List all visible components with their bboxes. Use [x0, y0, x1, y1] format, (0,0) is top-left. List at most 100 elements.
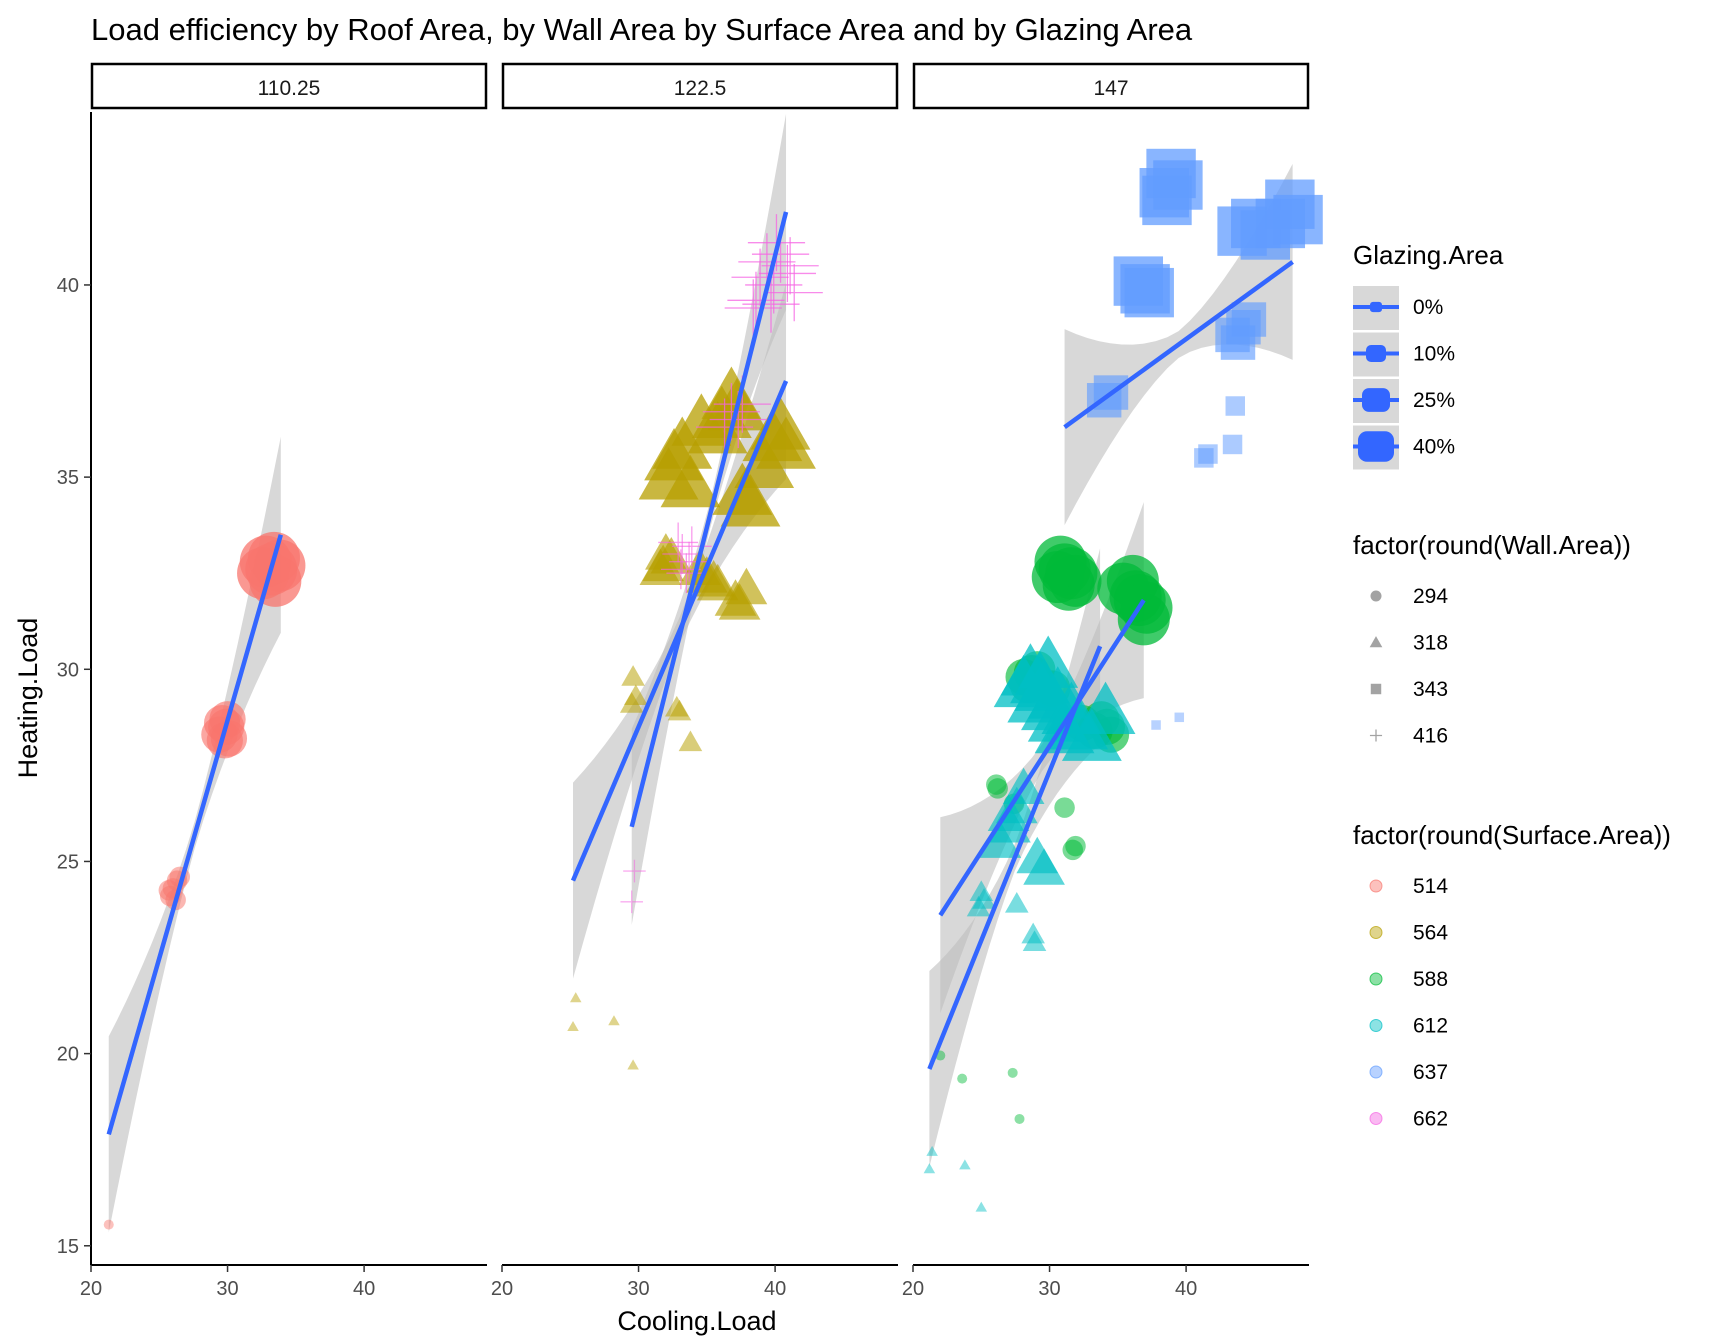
data-point [731, 248, 789, 306]
legend-area: Glazing.Area 0% 10% 25% 40% factor(round(Wall… [1353, 240, 1671, 1131]
data-point [666, 553, 707, 594]
legend-label: 416 [1413, 725, 1448, 748]
legend-color-key [1369, 1112, 1383, 1125]
data-point [724, 279, 782, 337]
data-point [1273, 194, 1323, 245]
data-point [1027, 666, 1088, 719]
legend-label: 10% [1413, 343, 1455, 366]
x-tick-label: 40 [764, 1278, 786, 1300]
data-point [627, 1059, 639, 1070]
legend-title: factor(round(Surface.Area)) [1353, 820, 1671, 850]
data-point [1225, 396, 1245, 416]
legend-title: Glazing.Area [1353, 240, 1504, 270]
legend-label: 0% [1413, 296, 1443, 319]
smooth-line [1063, 260, 1294, 429]
y-tick-label: 25 [57, 851, 79, 873]
x-tick-label: 40 [1175, 1278, 1197, 1300]
legend-color-key [1369, 972, 1383, 986]
facet-strip-label: 110.25 [258, 77, 321, 100]
data-point [1062, 839, 1084, 861]
data-point [1021, 922, 1045, 944]
data-point [569, 992, 582, 1003]
legend-shape-key [1370, 683, 1382, 695]
legend-label: 637 [1413, 1061, 1448, 1084]
x-axis-label: Cooling.Load [617, 1306, 776, 1336]
data-point [1220, 325, 1256, 360]
data-point [667, 699, 692, 721]
legend-label: 25% [1413, 389, 1455, 412]
data-point [1004, 891, 1029, 913]
legend-shape-key [1369, 729, 1383, 742]
data-point [1142, 175, 1192, 226]
x-tick-label: 20 [491, 1278, 513, 1300]
y-tick-label: 35 [57, 467, 79, 489]
facet-strip-label: 147 [1093, 77, 1128, 100]
data-point [720, 474, 781, 527]
legend-label: 564 [1413, 922, 1448, 945]
data-marks [103, 113, 1323, 1233]
data-point [1061, 708, 1122, 761]
smooth-line [938, 598, 1146, 917]
data-point [1222, 434, 1243, 455]
data-point [1007, 1067, 1018, 1078]
legend-surface-area: factor(round(Surface.Area)) 514 564 588 612 6… [1353, 820, 1671, 1131]
data-point [206, 722, 243, 759]
facet-strip [90, 62, 488, 110]
data-point [1109, 570, 1162, 623]
data-point [1174, 712, 1185, 723]
data-point [1045, 547, 1098, 600]
legend-shape-key [1369, 636, 1383, 648]
legend-label: 294 [1413, 585, 1448, 608]
data-point [620, 890, 643, 914]
x-tick-label: 30 [627, 1278, 649, 1300]
legend-color-key [1369, 926, 1383, 939]
data-point [692, 560, 735, 597]
x-tick-label: 20 [902, 1278, 924, 1300]
facet-strip [501, 62, 899, 110]
data-point [975, 1201, 988, 1212]
smooth-line [927, 645, 1103, 1070]
facet-strip-label: 122.5 [674, 77, 727, 100]
data-point [957, 1073, 968, 1084]
data-point [1198, 444, 1218, 464]
legend-label: 318 [1413, 632, 1448, 655]
data-point [1124, 267, 1174, 318]
x-tick-label: 40 [353, 1278, 375, 1300]
smooth-line [629, 211, 789, 828]
data-point [623, 859, 646, 883]
legend-title: factor(round(Wall.Area)) [1353, 530, 1631, 560]
data-point [567, 1020, 579, 1032]
data-point [972, 888, 996, 909]
legend-label: 514 [1413, 875, 1448, 898]
data-point [103, 1219, 114, 1230]
data-point [669, 541, 710, 582]
data-point [695, 398, 754, 456]
data-point [923, 1163, 936, 1174]
facet-panel: 122.5 20 30 40 [491, 62, 899, 1300]
data-point [756, 416, 816, 469]
facet-panel: 147 20 30 40 [902, 62, 1310, 1300]
legend-label: 612 [1413, 1015, 1448, 1038]
data-point [987, 778, 1008, 799]
smooth-line [106, 534, 283, 1135]
legend-label: 662 [1413, 1108, 1448, 1131]
smooth-lines [106, 211, 1294, 1135]
legend-color-key [1369, 1065, 1383, 1079]
data-point [1023, 848, 1065, 885]
data-point [624, 684, 648, 706]
data-point [660, 454, 721, 508]
legend-glazing-area: Glazing.Area 0% 10% 25% 40% [1353, 240, 1504, 470]
data-point [1151, 720, 1161, 730]
data-point [671, 526, 712, 567]
data-point [662, 534, 703, 574]
y-tick-label: 15 [57, 1236, 79, 1258]
data-point [765, 264, 823, 322]
data-point [959, 1159, 971, 1170]
legend-wall-area: factor(round(Wall.Area)) 294 318 343 416 [1353, 530, 1631, 748]
data-point [642, 544, 684, 582]
legend-color-key [1369, 1019, 1383, 1032]
legend-label: 343 [1413, 678, 1448, 701]
